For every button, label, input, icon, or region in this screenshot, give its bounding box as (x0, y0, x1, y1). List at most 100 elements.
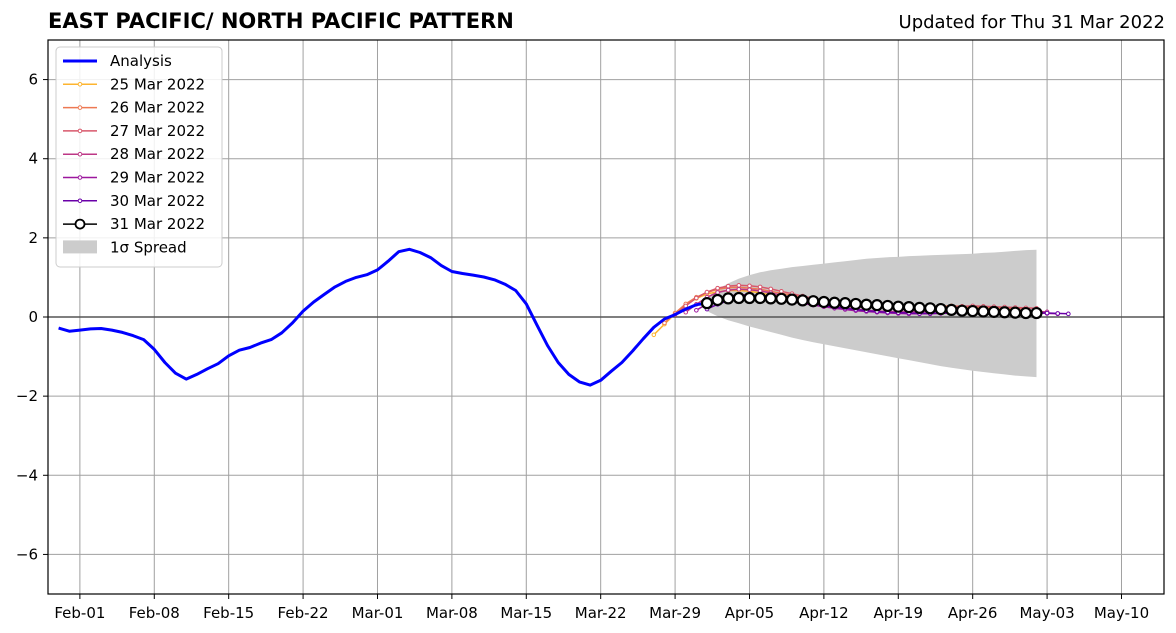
forecast-marker (987, 305, 1001, 318)
forecast-marker (1055, 311, 1061, 316)
forecast-marker (700, 297, 714, 310)
legend-label: 27 Mar 2022 (110, 122, 205, 140)
forecast-marker (945, 303, 958, 316)
forecast-marker (736, 283, 742, 288)
y-tick-label: 6 (28, 71, 38, 89)
x-tick-label: Mar-29 (649, 604, 701, 622)
forecast-marker (651, 332, 657, 338)
x-tick-label: Feb-08 (129, 604, 180, 622)
forecast-marker (785, 293, 799, 306)
legend-item: 29 Mar 2022 (63, 169, 205, 187)
x-tick-label: Apr-05 (725, 604, 775, 622)
forecast-marker (977, 305, 990, 318)
x-tick-label: Mar-08 (426, 604, 478, 622)
forecast-marker (902, 301, 916, 314)
x-tick-label: May-10 (1094, 604, 1149, 622)
forecast-marker (743, 291, 756, 305)
forecast-marker (764, 292, 777, 305)
forecast-marker (924, 302, 937, 315)
x-tick-label: Apr-26 (948, 604, 998, 622)
legend-marker (74, 218, 86, 230)
analysis-line (58, 247, 708, 387)
axis-ticks: Feb-01 Feb-08 Feb-15 Feb-22 Mar-01 Mar-08 Mar-… (16, 71, 1149, 622)
legend-label: 30 Mar 2022 (110, 192, 205, 210)
legend-item: 28 Mar 2022 (63, 145, 205, 163)
legend-label: 28 Mar 2022 (110, 145, 205, 163)
forecast-marker (662, 320, 667, 326)
y-tick-label: 4 (28, 150, 38, 168)
spread-layer (707, 249, 1037, 378)
forecast-marker (715, 290, 720, 295)
forecast-marker (747, 287, 752, 292)
forecast-marker (1030, 306, 1043, 320)
legend-marker (77, 198, 83, 204)
forecast-marker (828, 296, 841, 309)
updated-date: Updated for Thu 31 Mar 2022 (898, 12, 1165, 33)
forecast-marker (860, 298, 873, 311)
series-layer (58, 247, 1071, 387)
legend-marker (77, 82, 83, 87)
legend-item: 31 Mar 2022 (63, 215, 205, 233)
forecast-marker (779, 288, 784, 294)
legend-label: Analysis (110, 52, 172, 70)
x-tick-label: Mar-01 (352, 604, 404, 622)
x-tick-label: May-03 (1019, 604, 1074, 622)
legend: Analysis 25 Mar 2022 26 Mar 2022 27 Mar 202… (55, 46, 223, 268)
forecast-marker (694, 295, 699, 301)
legend-item: 1σ Spread (63, 238, 187, 256)
legend-marker (77, 151, 83, 157)
legend-item: 30 Mar 2022 (63, 192, 205, 210)
y-tick-label: −4 (16, 466, 38, 484)
forecast-marker (775, 292, 788, 305)
forecast-marker (934, 302, 947, 316)
legend-label: 26 Mar 2022 (110, 99, 205, 117)
legend-box (55, 46, 223, 268)
forecast-marker (870, 299, 884, 312)
spread-band (707, 249, 1037, 378)
forecast-marker (747, 283, 752, 289)
forecast-marker (913, 301, 926, 314)
legend-swatch (63, 240, 97, 254)
forecast-marker (796, 294, 809, 307)
forecast-marker (966, 304, 979, 318)
legend-marker (77, 105, 83, 110)
forecast-marker (725, 287, 731, 293)
legend-item: 27 Mar 2022 (63, 122, 205, 140)
forecast-marker (1066, 311, 1071, 317)
forecast-marker (1009, 306, 1022, 319)
forecast-marker (704, 289, 710, 295)
forecast-marker (998, 306, 1011, 319)
legend-marker (77, 175, 83, 180)
y-tick-label: 0 (28, 308, 38, 326)
forecast-marker (1019, 306, 1032, 320)
forecast-marker (881, 299, 894, 313)
forecast-marker (757, 284, 763, 290)
y-tick-label: −2 (16, 387, 38, 405)
legend-item: 26 Mar 2022 (63, 99, 205, 117)
forecast-marker (839, 297, 852, 310)
y-tick-label: −6 (16, 545, 38, 563)
forecast-marker (817, 295, 830, 309)
forecast-marker (711, 293, 724, 307)
legend-item: Analysis (63, 52, 172, 70)
forecast-marker (1044, 310, 1050, 316)
x-tick-label: Apr-12 (799, 604, 849, 622)
forecast-marker (955, 304, 969, 317)
x-tick-label: Apr-19 (874, 604, 924, 622)
x-tick-label: Feb-15 (203, 604, 254, 622)
x-tick-label: Feb-01 (54, 604, 105, 622)
forecast-marker (722, 292, 735, 305)
legend-label: 1σ Spread (110, 238, 187, 256)
legend-marker (77, 128, 83, 134)
forecast-marker (736, 287, 742, 292)
forecast-marker (715, 285, 720, 291)
legend-item: 25 Mar 2022 (63, 75, 205, 93)
legend-label: 29 Mar 2022 (110, 169, 205, 187)
x-tick-label: Feb-22 (278, 604, 329, 622)
forecast-marker (725, 283, 731, 289)
forecast-marker (732, 291, 745, 305)
forecast-marker (892, 300, 905, 313)
forecast-marker (754, 291, 767, 305)
forecast-marker (849, 297, 862, 311)
